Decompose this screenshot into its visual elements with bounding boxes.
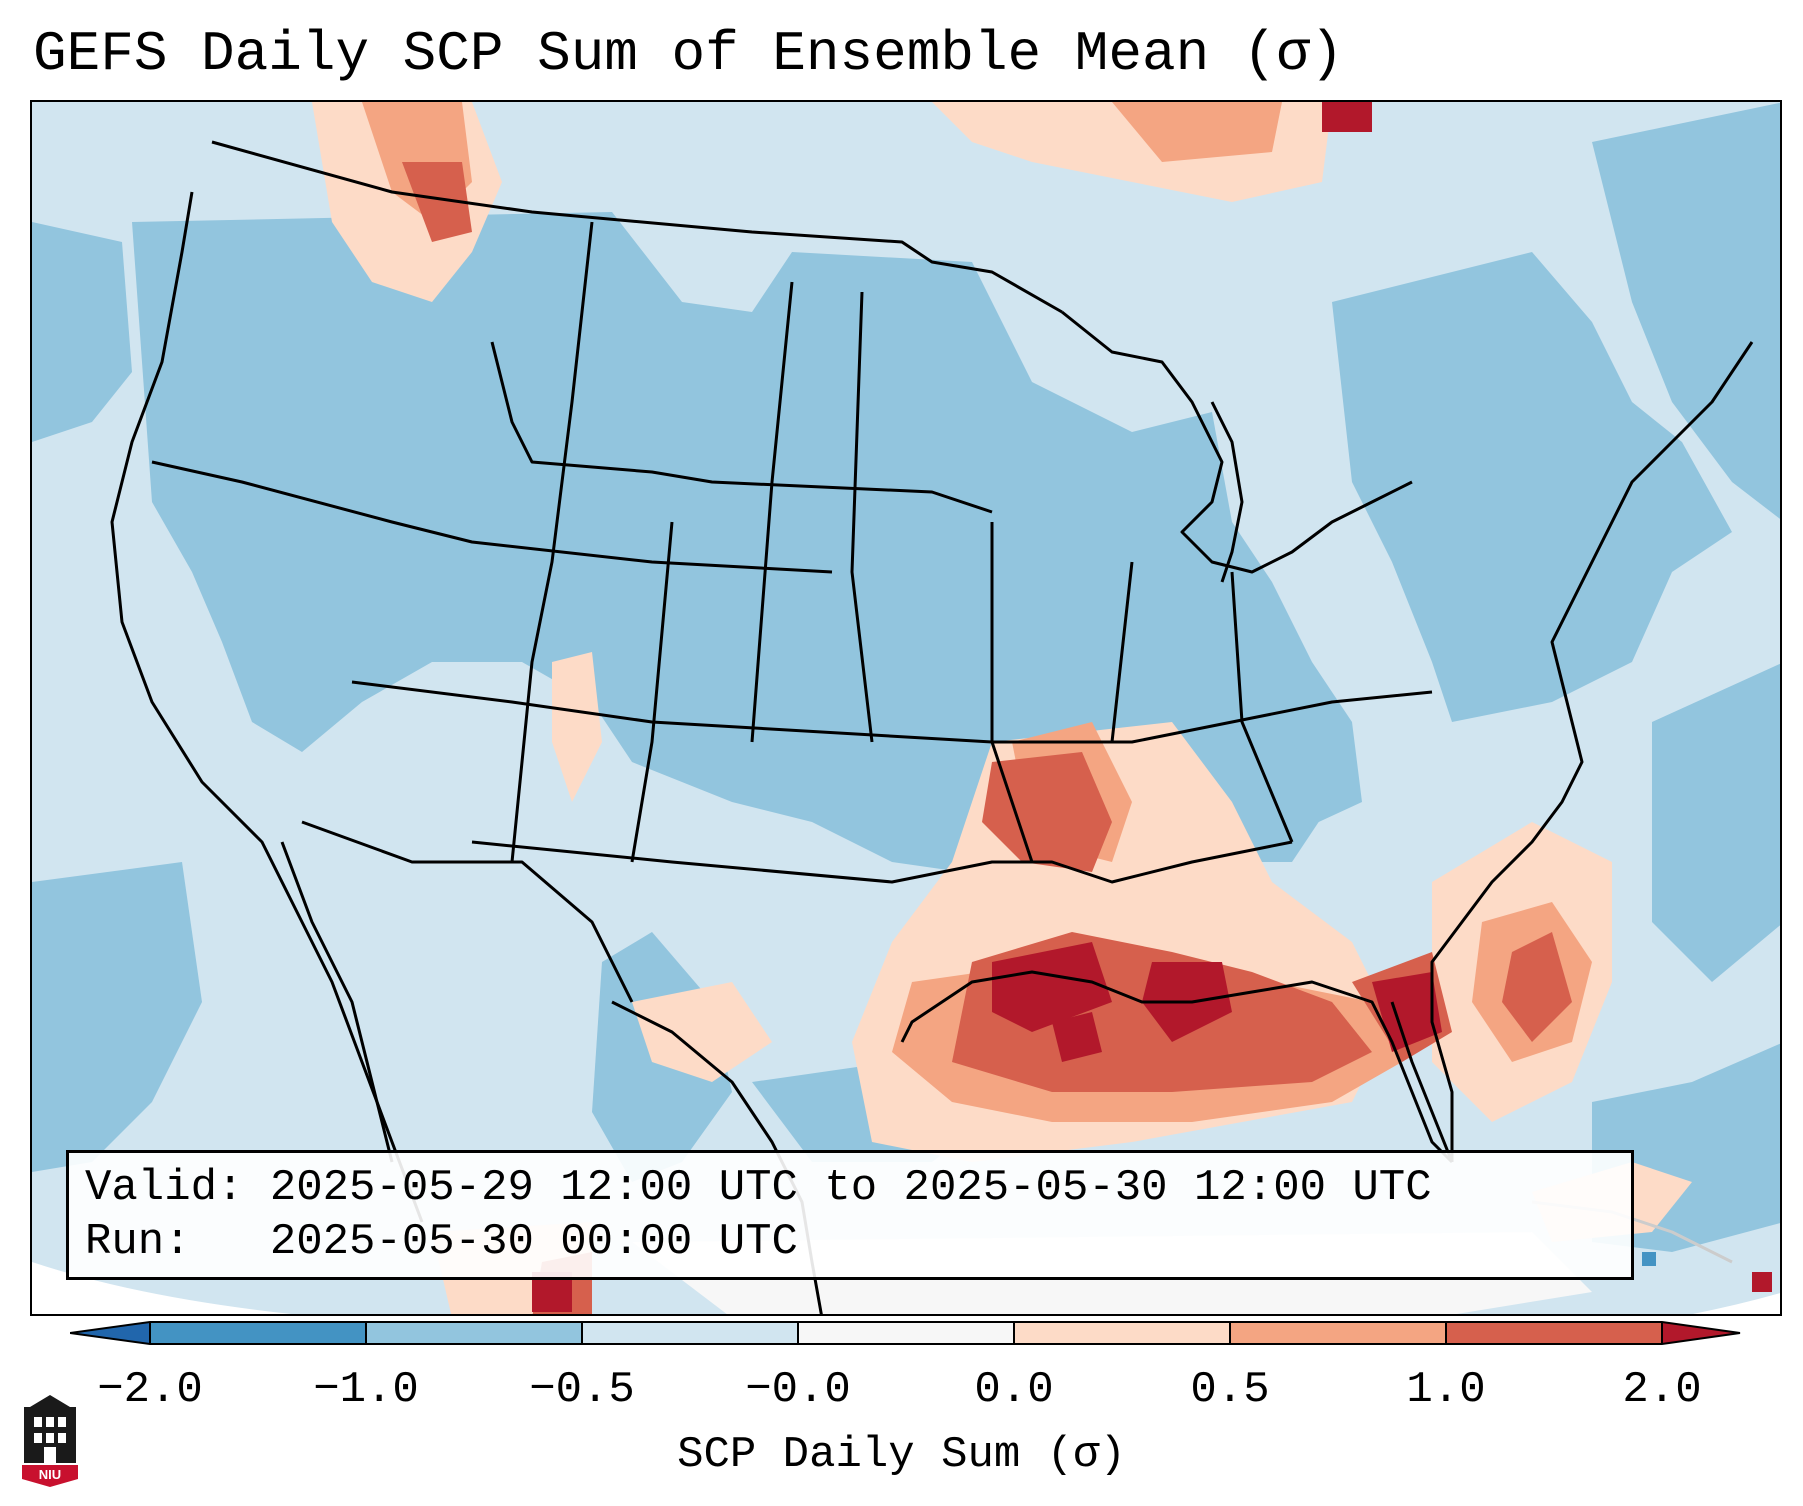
colorbar-tick-0: −2.0	[97, 1365, 203, 1415]
state-lines-south	[471, 840, 1293, 884]
colorbar-segment-5	[1230, 1322, 1446, 1344]
great-lakes	[1061, 310, 1413, 574]
colorbar-tick-7: 2.0	[1622, 1365, 1702, 1415]
vertical-lines	[510, 221, 1294, 863]
niu-logo-text: NIU	[39, 1467, 61, 1482]
colorbar	[70, 1321, 1741, 1345]
baja	[280, 841, 394, 1163]
colorbar-tick-1: −1.0	[313, 1365, 419, 1415]
valid-line: Valid: 2025-05-29 12:00 UTC to 2025-05-3…	[85, 1163, 1432, 1213]
state-lines-central	[351, 680, 1433, 744]
valid-run-info-box: Valid: 2025-05-29 12:00 UTC to 2025-05-3…	[66, 1150, 1634, 1280]
east-coast	[1430, 341, 1754, 1162]
colorbar-segment-3	[798, 1322, 1014, 1344]
colorbar-label: SCP Daily Sum (σ)	[677, 1430, 1126, 1480]
colorbar-tick-5: 0.5	[1190, 1365, 1270, 1415]
colorbar-tick-3: −0.0	[745, 1365, 851, 1415]
niu-logo: NIU	[22, 1395, 78, 1487]
colorbar-segment-2	[582, 1322, 798, 1344]
colorbar-segment-4	[1014, 1322, 1230, 1344]
map-title: GEFS Daily SCP Sum of Ensemble Mean (σ)	[33, 22, 1344, 86]
canada-us-border	[211, 140, 1063, 314]
lake-michigan	[1210, 401, 1244, 583]
colorbar-tick-2: −0.5	[529, 1365, 635, 1415]
projection-edge-left	[32, 1262, 292, 1314]
colorbar-over-arrow	[1662, 1322, 1740, 1344]
colorbar-under-arrow	[70, 1322, 150, 1344]
projection-edge-right	[1692, 1293, 1780, 1314]
run-line: Run: 2025-05-30 00:00 UTC	[85, 1217, 798, 1267]
map-panel	[30, 100, 1782, 1316]
colorbar-tick-4: 0.0	[974, 1365, 1054, 1415]
colorbar-segment-6	[1446, 1322, 1662, 1344]
mexico-border	[301, 820, 634, 1003]
state-lines-west	[151, 460, 833, 574]
coastlines-and-borders	[110, 140, 1754, 1314]
colorbar-segment-1	[366, 1322, 582, 1344]
west-coast	[110, 191, 424, 1223]
colorbar-tick-6: 1.0	[1406, 1365, 1486, 1415]
scp-field-map	[32, 102, 1780, 1314]
state-lines-north	[490, 341, 993, 514]
florida	[1390, 1001, 1454, 1163]
colorbar-segment-0	[150, 1322, 366, 1344]
texas-coast	[900, 970, 1454, 1164]
